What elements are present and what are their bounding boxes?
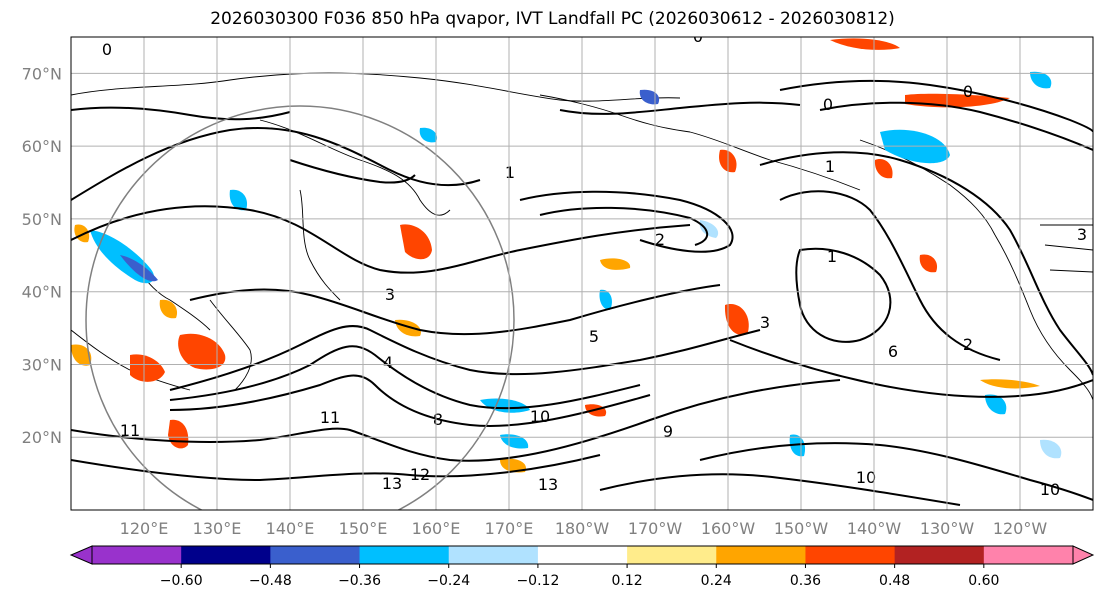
- lon-label: 140°W: [847, 519, 902, 538]
- contour-label: 4: [383, 353, 393, 372]
- colorbar-swatch: [894, 546, 985, 564]
- contour-label: 3: [760, 313, 770, 332]
- contour-label: 0: [963, 82, 973, 101]
- contour-label: 8: [433, 410, 443, 429]
- colorbar-tick-label: −0.36: [338, 573, 381, 589]
- contour-label: 1: [825, 157, 835, 176]
- landfall-region-circle: [85, 105, 515, 510]
- contour-label: 3: [1077, 225, 1087, 244]
- map-frame: [70, 36, 1094, 511]
- colorbar-tick-label: 0.48: [879, 573, 910, 589]
- contour-label: 9: [663, 422, 673, 441]
- colorbar-tick-label: −0.24: [427, 573, 470, 589]
- colorbar-swatch: [983, 546, 1074, 564]
- contour-label: 11: [120, 421, 140, 440]
- contour-label: 0: [693, 27, 703, 46]
- latitude-labels: 70°N 60°N 50°N 40°N 30°N 20°N: [22, 64, 62, 447]
- colorbar-swatch: [716, 546, 806, 564]
- colorbar-swatch: [359, 546, 450, 564]
- colorbar-swatch: [537, 546, 628, 564]
- contour-label: 0: [102, 40, 112, 59]
- colorbar-extend-high: [1072, 545, 1095, 565]
- colorbar-swatch: [448, 546, 539, 564]
- lat-label: 40°N: [22, 283, 62, 302]
- colorbar-tick-label: 0.60: [968, 573, 999, 589]
- colorbar-swatch: [181, 546, 271, 564]
- lat-label: 70°N: [22, 64, 62, 83]
- colorbar-tick-label: 0.24: [701, 573, 732, 589]
- lon-label: 170°W: [628, 519, 683, 538]
- longitude-labels: 120°E 130°E 140°E 150°E 160°E 170°E 180°W 170°W…: [120, 519, 1048, 538]
- lon-label: 180°W: [555, 519, 610, 538]
- coastlines: [71, 72, 1093, 401]
- lon-label: 140°E: [266, 519, 315, 538]
- contour-label: 13: [382, 474, 402, 493]
- contour-label: 13: [538, 475, 558, 494]
- ivt-contours: [71, 79, 1093, 506]
- contour-label: 10: [530, 407, 550, 426]
- colorbar-extend-low: [69, 545, 93, 565]
- colorbar-swatch: [627, 546, 717, 564]
- contour-label: 1: [505, 163, 515, 182]
- lat-label: 20°N: [22, 428, 62, 447]
- contour-label: 0: [823, 95, 833, 114]
- lon-label: 150°W: [774, 519, 829, 538]
- colorbar-swatch: [92, 546, 182, 564]
- colorbar-swatch: [805, 546, 896, 564]
- contour-label: 10: [856, 468, 876, 487]
- lon-label: 120°W: [993, 519, 1048, 538]
- lon-label: 150°E: [339, 519, 388, 538]
- contour-label: 5: [589, 327, 599, 346]
- contour-label: 12: [410, 465, 430, 484]
- lon-label: 160°E: [412, 519, 461, 538]
- lat-label: 30°N: [22, 355, 62, 374]
- lon-label: 160°W: [701, 519, 756, 538]
- colorbar-tick-label: 0.36: [790, 573, 821, 589]
- contour-label: 2: [655, 230, 665, 249]
- gridlines: [71, 37, 1093, 510]
- contour-label: 10: [1040, 480, 1060, 499]
- lon-label: 130°E: [193, 519, 242, 538]
- colorbar-tick-label: 0.12: [612, 573, 643, 589]
- contour-label: 6: [888, 342, 898, 361]
- lat-label: 50°N: [22, 210, 62, 229]
- contour-label: 2: [963, 335, 973, 354]
- lon-label: 130°W: [920, 519, 975, 538]
- colorbar-tick-label: −0.48: [249, 573, 292, 589]
- contour-label: 1: [827, 247, 837, 266]
- lon-label: 120°E: [120, 519, 169, 538]
- lon-label: 170°E: [485, 519, 534, 538]
- contour-label: 11: [320, 408, 340, 427]
- colorbar-swatch: [270, 546, 361, 564]
- contour-label: 3: [385, 285, 395, 304]
- colorbar-tick-label: −0.60: [160, 573, 203, 589]
- colorbar: −0.60 −0.48 −0.36 −0.24 −0.12 0.12 0.24 0.36 0.4…: [69, 545, 1095, 589]
- lat-label: 60°N: [22, 137, 62, 156]
- colorbar-tick-label: −0.12: [516, 573, 559, 589]
- colorbar-outline: [91, 545, 1074, 565]
- map-title: 2026030300 F036 850 hPa qvapor, IVT Land…: [210, 9, 895, 29]
